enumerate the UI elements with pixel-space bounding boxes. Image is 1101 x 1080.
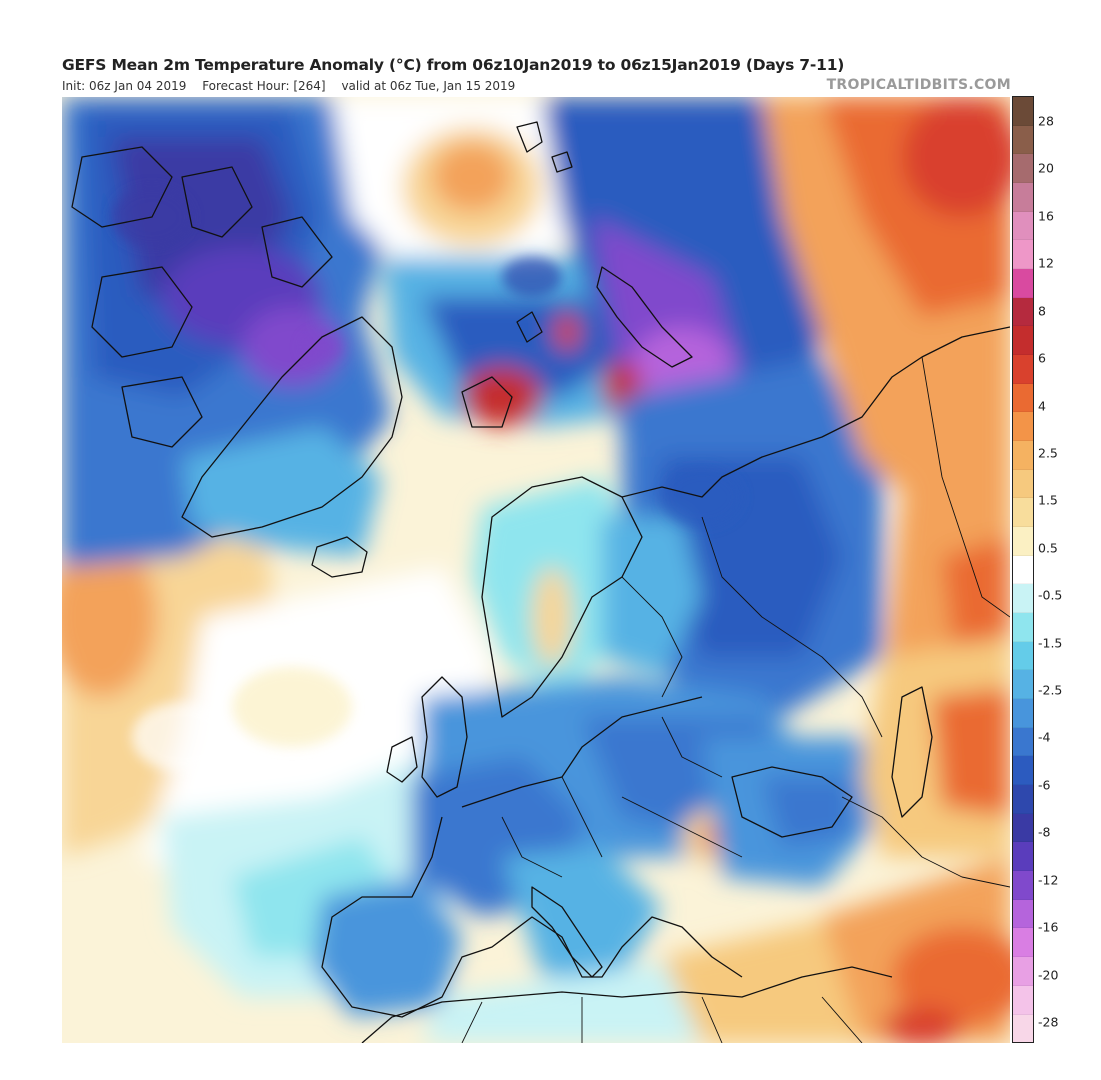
color-bar-segment: [1013, 613, 1034, 642]
color-bar-segment: [1013, 555, 1034, 585]
color-bar-segment: [1013, 813, 1034, 843]
color-bar-tick-label: -28: [1038, 1014, 1059, 1030]
color-bar-segment: [1013, 727, 1034, 757]
color-bar-segment: [1013, 670, 1034, 700]
color-bar-segment: [1013, 240, 1034, 270]
color-bar-segment: [1013, 957, 1034, 986]
color-bar-segment: [1013, 269, 1034, 298]
color-bar-segment: [1013, 641, 1034, 671]
color-bar-tick-label: 12: [1038, 255, 1054, 271]
map-title: GEFS Mean 2m Temperature Anomaly (°C) fr…: [62, 56, 845, 74]
color-bar-tick-label: -1.5: [1038, 635, 1063, 651]
color-bar-tick-label: -2.5: [1038, 682, 1063, 698]
color-bar-tick-label: -8: [1038, 824, 1051, 840]
color-bar-segment: [1013, 842, 1034, 872]
anomaly-field: [62, 97, 1010, 1043]
color-bar-tick-label: 20: [1038, 160, 1054, 176]
site-brand: TROPICALTIDBITS.COM: [826, 77, 1011, 93]
color-bar-tick-label: -20: [1038, 967, 1059, 983]
coastlines: [71, 121, 1010, 1043]
color-bar-segment: [1013, 699, 1034, 728]
color-bar-segment: [1013, 154, 1034, 184]
color-bar-segment: [1013, 441, 1034, 470]
color-bar-segment: [1013, 183, 1034, 212]
color-bar-tick-label: 1.5: [1038, 492, 1058, 508]
color-bar-segment: [1013, 871, 1034, 900]
color-bar-segment: [1013, 297, 1034, 327]
color-bar-segment: [1013, 326, 1034, 356]
color-bar-tick-label: 2.5: [1038, 445, 1058, 461]
color-bar-segment: [1013, 498, 1034, 528]
init-time: Init: 06z Jan 04 2019: [62, 79, 187, 93]
color-bar-segment: [1013, 355, 1034, 384]
map-subtitle: Init: 06z Jan 04 2019 Forecast Hour: [26…: [62, 79, 527, 93]
color-bar-segment: [1013, 985, 1034, 1015]
color-bar-tick-label: 8: [1038, 303, 1046, 319]
color-bar-tick-label: 0.5: [1038, 540, 1058, 556]
map-canvas: [62, 97, 1010, 1043]
color-bar-segment: [1013, 899, 1034, 929]
color-bar: [1013, 97, 1034, 1044]
color-bar-segment: [1013, 756, 1034, 786]
color-bar-tick-label: -16: [1038, 919, 1059, 935]
color-bar-tick-label: -4: [1038, 729, 1051, 745]
color-bar-segment: [1013, 125, 1034, 155]
color-bar-segment: [1013, 412, 1034, 442]
color-bar-segment: [1013, 383, 1034, 413]
color-bar-tick-label: 16: [1038, 208, 1054, 224]
color-bar-tick-label: -6: [1038, 777, 1051, 793]
temperature-anomaly-map: [62, 97, 1010, 1043]
color-bar-tick-label: -12: [1038, 872, 1059, 888]
borders: [461, 356, 1010, 1043]
color-bar-segment: [1013, 785, 1034, 814]
color-bar-tick-label: 28: [1038, 113, 1054, 129]
color-bar-segment: [1013, 97, 1034, 126]
color-bar-segment: [1013, 527, 1034, 556]
color-bar-segment: [1013, 1014, 1034, 1044]
valid-time: valid at 06z Tue, Jan 15 2019: [341, 79, 516, 93]
color-bar-ticks: 28 20 16 12 8 6 4 2.5 1.5 0.5 -0.5 -1.5 -2.5 -4 -6 -8 -1…: [1038, 97, 1088, 1043]
color-bar-tick-label: 6: [1038, 350, 1046, 366]
color-bar-segment: [1013, 584, 1034, 614]
color-bar-tick-label: -0.5: [1038, 587, 1063, 603]
color-bar-segment: [1013, 928, 1034, 958]
forecast-hour: Forecast Hour: [264]: [202, 79, 326, 93]
color-bar-tick-label: 4: [1038, 398, 1046, 414]
color-bar-segment: [1013, 469, 1034, 499]
color-bar-segment: [1013, 211, 1034, 241]
